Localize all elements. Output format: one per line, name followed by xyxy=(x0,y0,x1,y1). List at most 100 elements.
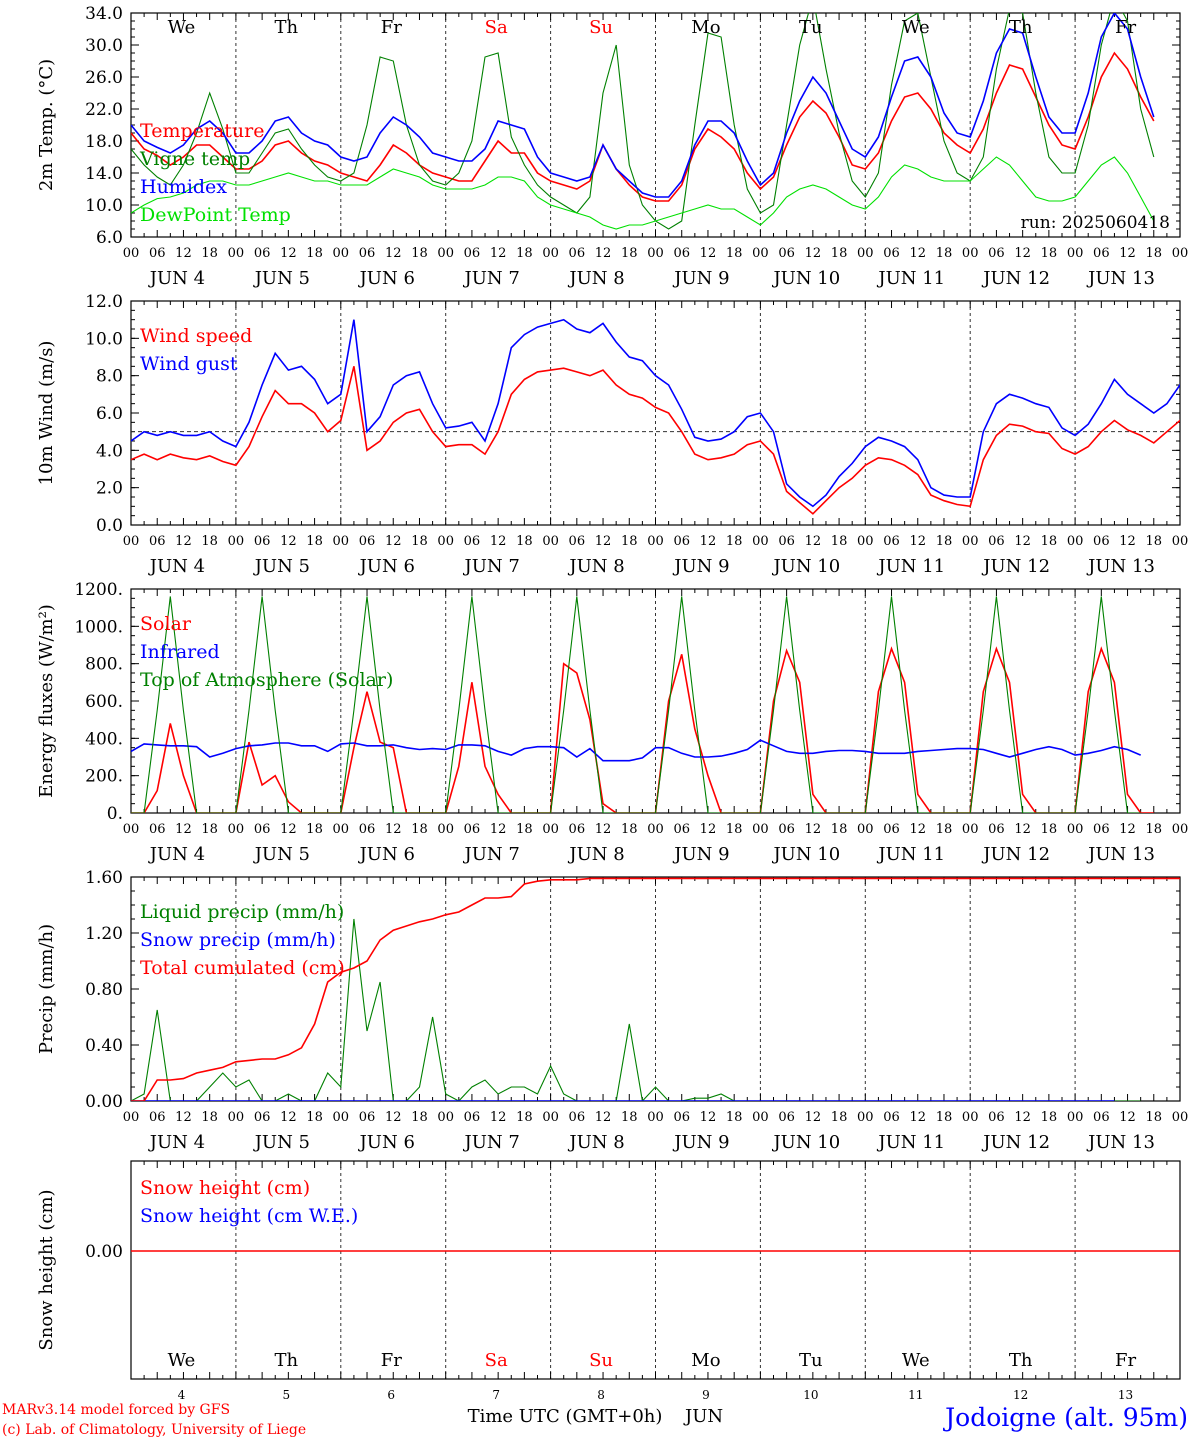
x-day-label: JUN 11 xyxy=(876,268,945,289)
series-line-liquid-precip-mm-h- xyxy=(131,918,1141,1101)
x-hour-label: 12 xyxy=(1119,822,1136,837)
y-tick-label: 0.00 xyxy=(85,1092,123,1112)
x-hour-label: 18 xyxy=(831,246,848,261)
x-day-label: JUN 13 xyxy=(1086,1132,1155,1153)
series-line-wind-speed xyxy=(131,366,1180,515)
weekday-label: Th xyxy=(275,17,299,38)
panel-3: 0. 200. 400. 600. 800. 1000. 1200. Energy fluxe… xyxy=(36,580,1188,865)
y-tick-label: 30.0 xyxy=(85,36,123,56)
x-hour-label: 00 xyxy=(962,534,979,549)
x-hour-label: 06 xyxy=(673,534,690,549)
legend-entry: Top of Atmosphere (Solar) xyxy=(140,669,393,691)
station-name: Jodoigne (alt. 95m) xyxy=(942,1403,1188,1432)
x-hour-label: 06 xyxy=(149,246,166,261)
x-hour-label: 12 xyxy=(805,534,822,549)
x-hour-label: 18 xyxy=(726,534,743,549)
x-hour-label: 18 xyxy=(936,1110,953,1125)
series-line-humidex xyxy=(131,13,1155,198)
panel-2: 0.0 2.0 4.0 6.0 8.0 10.0 12.0 10m Wind (m/s) Win… xyxy=(36,292,1188,577)
x-day-label: JUN 8 xyxy=(567,1132,624,1153)
x-hour-label: 12 xyxy=(385,822,402,837)
run-label: run: 2025060418 xyxy=(1021,213,1170,233)
x-hour-label: 00 xyxy=(333,534,350,549)
x-hour-label: 18 xyxy=(1146,822,1163,837)
x-hour-label: 12 xyxy=(175,246,192,261)
x-day-label: JUN 9 xyxy=(672,1132,729,1153)
x-hour-label: 06 xyxy=(673,822,690,837)
x-hour-label: 06 xyxy=(464,822,481,837)
panel-frame xyxy=(130,300,1181,526)
x-hour-label: 12 xyxy=(280,534,297,549)
x-hour-label: 06 xyxy=(1093,534,1110,549)
legend-entry: Temperature xyxy=(140,120,264,142)
y-tick-label: 0.0 xyxy=(96,516,123,536)
x-day-label: JUN 6 xyxy=(358,556,415,577)
x-hour-label: 18 xyxy=(1146,1110,1163,1125)
x-hour-label: 06 xyxy=(883,1110,900,1125)
x-day-label: JUN 9 xyxy=(672,556,729,577)
x-hour-label: 18 xyxy=(411,534,428,549)
x-hour-label: 18 xyxy=(726,246,743,261)
x-hour-label: 12 xyxy=(595,534,612,549)
x-day-label: JUN 9 xyxy=(672,268,729,289)
x-hour-label: 06 xyxy=(673,1110,690,1125)
x-hour-label: 00 xyxy=(857,822,874,837)
x-hour-label: 18 xyxy=(201,534,218,549)
x-hour-label: 00 xyxy=(437,246,454,261)
day-number-label: 9 xyxy=(702,1388,710,1402)
x-day-label: JUN 5 xyxy=(253,1132,310,1153)
x-hour-label: 00 xyxy=(752,534,769,549)
x-hour-label: 06 xyxy=(988,246,1005,261)
x-hour-label: 00 xyxy=(333,246,350,261)
x-hour-label: 12 xyxy=(1014,822,1031,837)
x-hour-label: 00 xyxy=(962,1110,979,1125)
y-tick-label: 22.0 xyxy=(85,100,123,120)
x-hour-label: 06 xyxy=(254,822,271,837)
x-hour-label: 12 xyxy=(280,1110,297,1125)
y-tick-label: 1.60 xyxy=(85,868,123,888)
x-hour-label: 06 xyxy=(1093,822,1110,837)
legend-entry: Wind speed xyxy=(140,325,252,347)
x-hour-label: 12 xyxy=(909,534,926,549)
weekday-label: Fr xyxy=(1115,1350,1136,1371)
weekday-label: Sa xyxy=(485,1350,508,1371)
y-tick-label: 0.40 xyxy=(85,1036,123,1056)
x-hour-label: 06 xyxy=(778,246,795,261)
panel-frame xyxy=(130,588,1181,814)
x-hour-label: 18 xyxy=(411,822,428,837)
y-tick-label: 0.80 xyxy=(85,980,123,1000)
x-hour-label: 06 xyxy=(883,246,900,261)
x-hour-label: 00 xyxy=(228,246,245,261)
x-day-label: JUN 7 xyxy=(462,268,519,289)
x-day-label: JUN 7 xyxy=(462,556,519,577)
y-axis-title: Precip (mm/h) xyxy=(36,924,57,1054)
x-hour-label: 00 xyxy=(542,246,559,261)
x-hour-label: 00 xyxy=(437,822,454,837)
y-tick-label: 10.0 xyxy=(85,196,123,216)
x-hour-label: 06 xyxy=(254,534,271,549)
x-hour-label: 00 xyxy=(962,822,979,837)
x-day-label: JUN 7 xyxy=(462,1132,519,1153)
x-day-label: JUN 12 xyxy=(981,268,1050,289)
weekday-label: Th xyxy=(275,1350,299,1371)
x-day-label: JUN 12 xyxy=(981,556,1050,577)
x-day-label: JUN 6 xyxy=(358,1132,415,1153)
y-tick-label: 4.0 xyxy=(96,441,123,461)
x-hour-label: 06 xyxy=(569,822,586,837)
x-hour-label: 18 xyxy=(306,246,323,261)
weekday-label: Mo xyxy=(691,1350,720,1371)
x-hour-label: 06 xyxy=(149,1110,166,1125)
y-tick-label: 18.0 xyxy=(85,132,123,152)
series-line-total-cumulated-cm- xyxy=(131,877,1180,1101)
x-hour-label: 12 xyxy=(700,246,717,261)
series-line-temperature xyxy=(131,51,1155,202)
x-hour-label: 06 xyxy=(778,822,795,837)
legend-entry: Vigne temp xyxy=(139,148,250,170)
weekday-label: We xyxy=(902,1350,930,1371)
day-number-label: 12 xyxy=(1013,1388,1028,1402)
y-tick-label: 14.0 xyxy=(85,164,123,184)
x-hour-label: 18 xyxy=(411,246,428,261)
x-hour-label: 18 xyxy=(621,246,638,261)
x-hour-label: 18 xyxy=(621,822,638,837)
x-hour-label: 12 xyxy=(909,822,926,837)
